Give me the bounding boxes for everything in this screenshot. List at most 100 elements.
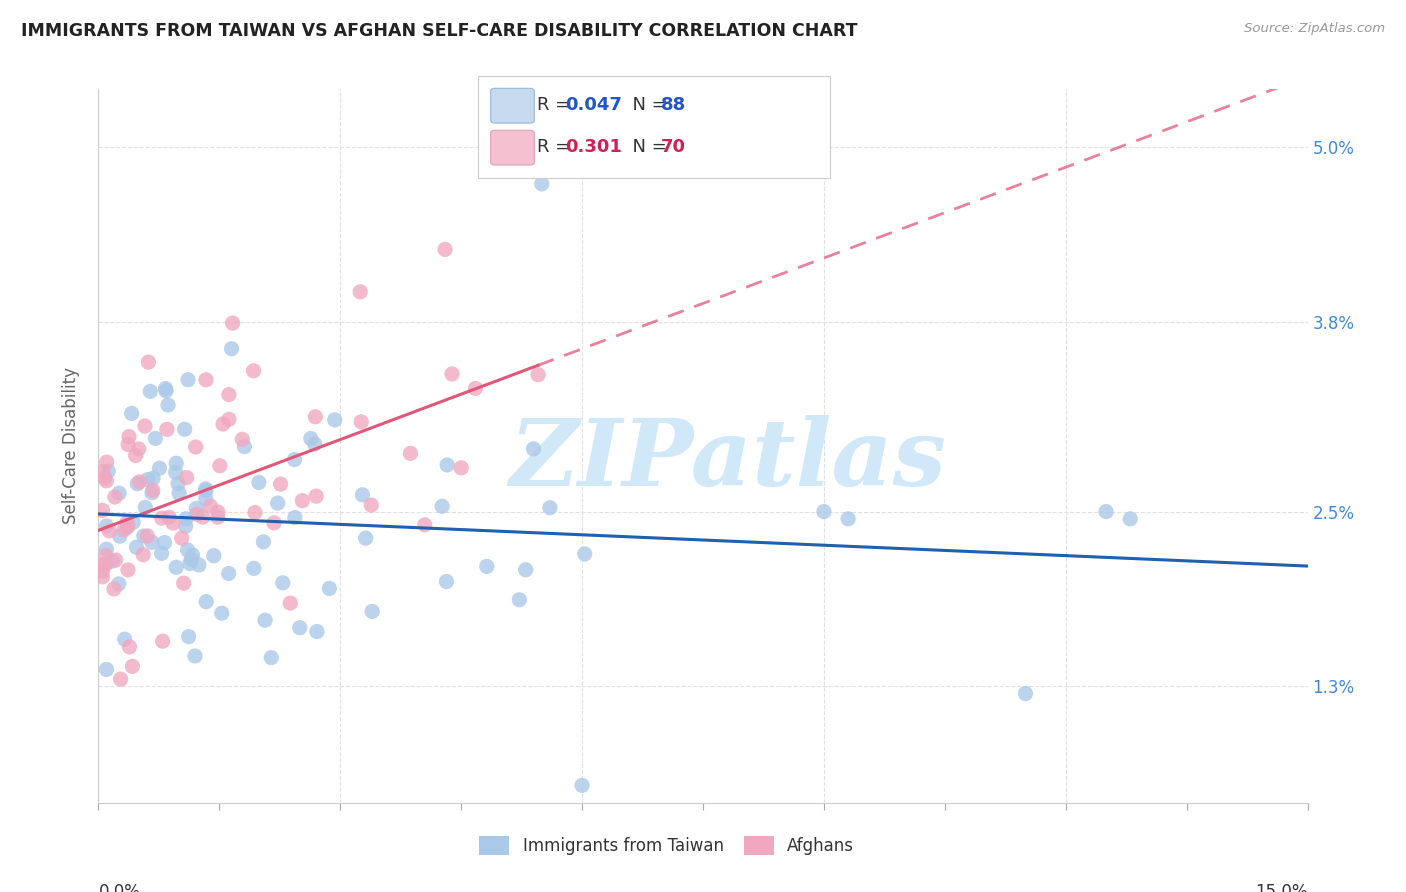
Point: [211, 606, 233, 620]
Point: [96, 455, 118, 469]
Point: [305, 489, 328, 503]
Point: [352, 488, 374, 502]
Point: [127, 476, 149, 491]
Point: [450, 460, 472, 475]
Point: [165, 560, 187, 574]
Point: [194, 482, 217, 496]
Point: [124, 449, 146, 463]
Point: [515, 563, 537, 577]
Text: 88: 88: [661, 96, 686, 114]
Point: [132, 529, 155, 543]
Point: [284, 510, 307, 524]
Point: [117, 520, 139, 534]
Point: [167, 476, 190, 491]
Point: [118, 640, 141, 654]
Point: [522, 442, 544, 456]
Point: [148, 461, 170, 475]
Point: [813, 504, 835, 518]
Point: [218, 387, 240, 401]
Point: [530, 177, 553, 191]
Point: [278, 596, 301, 610]
Text: 70: 70: [661, 138, 686, 156]
Point: [267, 496, 290, 510]
Point: [121, 659, 143, 673]
Point: [150, 546, 173, 560]
Point: [114, 632, 136, 647]
Text: 0.301: 0.301: [565, 138, 621, 156]
Text: R =: R =: [537, 96, 576, 114]
Point: [179, 557, 201, 571]
Point: [125, 540, 148, 554]
Point: [118, 429, 141, 443]
Point: [110, 672, 132, 686]
Point: [157, 510, 180, 524]
Text: N =: N =: [621, 96, 673, 114]
Point: [141, 485, 163, 500]
Point: [153, 535, 176, 549]
Point: [173, 576, 195, 591]
Point: [96, 542, 118, 557]
Point: [354, 531, 377, 545]
Point: [101, 554, 124, 568]
Point: [176, 470, 198, 484]
Point: [117, 437, 139, 451]
Point: [108, 577, 131, 591]
Point: [121, 407, 143, 421]
Point: [180, 552, 202, 566]
Point: [218, 412, 240, 426]
Point: [1119, 512, 1142, 526]
Point: [430, 500, 453, 514]
Text: N =: N =: [621, 138, 673, 156]
Point: [91, 570, 114, 584]
Point: [208, 458, 231, 473]
Point: [142, 471, 165, 485]
Point: [117, 519, 139, 533]
Point: [233, 440, 256, 454]
Point: [188, 558, 211, 572]
Point: [174, 519, 197, 533]
Point: [132, 548, 155, 562]
Point: [207, 510, 229, 524]
Point: [440, 367, 463, 381]
Point: [191, 510, 214, 524]
Point: [436, 574, 458, 589]
Point: [156, 422, 179, 436]
Text: 0.0%: 0.0%: [98, 883, 141, 892]
Point: [184, 440, 207, 454]
Point: [242, 364, 264, 378]
Point: [186, 508, 208, 522]
Point: [122, 516, 145, 530]
Point: [143, 431, 166, 445]
Point: [475, 559, 498, 574]
Point: [252, 534, 274, 549]
Point: [574, 547, 596, 561]
Point: [181, 548, 204, 562]
Point: [91, 464, 114, 478]
Point: [94, 549, 117, 563]
Point: [571, 778, 593, 792]
Point: [194, 483, 217, 498]
Point: [243, 561, 266, 575]
Point: [247, 475, 270, 490]
Point: [98, 524, 121, 538]
Point: [176, 543, 198, 558]
Point: [207, 505, 229, 519]
Point: [399, 446, 422, 460]
Text: IMMIGRANTS FROM TAIWAN VS AFGHAN SELF-CARE DISABILITY CORRELATION CHART: IMMIGRANTS FROM TAIWAN VS AFGHAN SELF-CA…: [21, 22, 858, 40]
Point: [194, 373, 217, 387]
Point: [304, 437, 326, 451]
Point: [155, 382, 177, 396]
Point: [177, 630, 200, 644]
Point: [350, 415, 373, 429]
Point: [221, 316, 243, 330]
Point: [304, 409, 326, 424]
Point: [155, 384, 177, 398]
Point: [96, 663, 118, 677]
Point: [150, 511, 173, 525]
Point: [288, 621, 311, 635]
Point: [436, 458, 458, 472]
Point: [162, 516, 184, 530]
Point: [837, 512, 859, 526]
Point: [434, 243, 457, 257]
Point: [91, 503, 114, 517]
